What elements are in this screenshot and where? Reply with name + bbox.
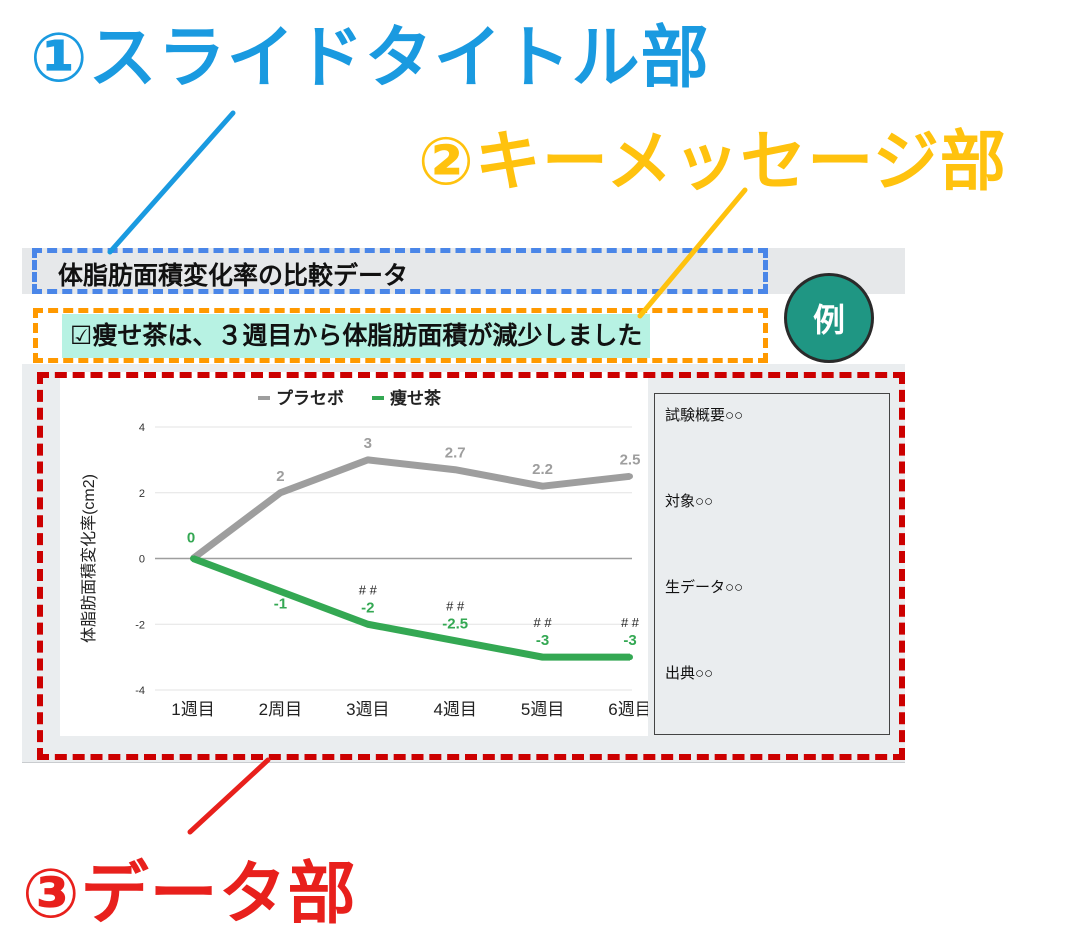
slide-title-bar (22, 248, 905, 294)
data-label: -2.5 (442, 616, 468, 633)
y-tick-label: 0 (139, 554, 145, 566)
data-point (452, 637, 459, 644)
data-point (190, 555, 196, 562)
data-point (277, 588, 284, 595)
data-point (539, 483, 546, 490)
data-label: 3 (364, 435, 372, 452)
significance-mark: # # (534, 615, 553, 630)
x-tick-label: 6週目 (608, 700, 648, 719)
data-point (539, 654, 546, 661)
data-label: 2.7 (445, 445, 466, 462)
data-point (364, 456, 371, 463)
y-tick-label: 4 (139, 422, 145, 434)
data-point (627, 473, 633, 480)
data-label: 0 (187, 530, 195, 547)
info-item-raw-data: 生データ○○ (665, 579, 744, 596)
line-chart: 4 2 0 -2 -4 体脂肪面積変化率(cm2) 1週目 2周目 3週目 4週目 5週目 6週目 プラ… (80, 388, 648, 719)
data-label: -3 (623, 632, 636, 649)
slide-title: 体脂肪面積変化率の比較データ (58, 262, 409, 290)
legend-label: プラセボ (276, 388, 344, 408)
data-label: 2 (276, 468, 284, 485)
info-item-subjects: 対象○○ (665, 493, 714, 510)
data-label: -2 (361, 599, 374, 616)
x-tick-label: 3週目 (346, 700, 389, 719)
example-badge: 例 (784, 273, 874, 363)
data-label: -3 (536, 632, 549, 649)
legend-label: 痩せ茶 (390, 388, 442, 408)
x-tick-label: 4週目 (433, 700, 476, 719)
callout-title-section: ①スライドタイトル部 (30, 19, 710, 98)
series-line (190, 456, 631, 562)
x-tick-label: 5週目 (521, 700, 564, 719)
leader-line-data (187, 757, 271, 835)
y-tick-label: -4 (135, 685, 145, 697)
data-point (627, 654, 633, 661)
info-item-source: 出典○○ (665, 665, 714, 682)
y-tick-label: 2 (139, 488, 145, 500)
callout-data-section: ③データ部 (22, 855, 357, 934)
data-point (364, 621, 371, 628)
y-axis-label: 体脂肪面積変化率(cm2) (80, 474, 98, 643)
data-point (277, 489, 284, 496)
x-tick-label: 2周目 (259, 700, 302, 719)
y-tick-label: -2 (135, 619, 145, 631)
chart-panel: 4 2 0 -2 -4 体脂肪面積変化率(cm2) 1週目 2周目 3週目 4週目 5週目 6週目 プラ… (60, 372, 648, 736)
data-label: 2.2 (532, 461, 553, 478)
key-message: ☑痩せ茶は、３週目から体脂肪面積が減少しました (62, 314, 651, 358)
leader-line-title (107, 110, 236, 255)
significance-mark: # # (446, 599, 465, 614)
info-item-overview: 試験概要○○ (665, 407, 744, 424)
info-box: 試験概要○○ 対象○○ 生データ○○ 出典○○ (654, 393, 890, 735)
slide: 体脂肪面積変化率の比較データ ☑痩せ茶は、３週目から体脂肪面積が減少しました 例… (22, 248, 905, 763)
data-point (452, 466, 459, 473)
significance-mark: # # (359, 582, 378, 597)
callout-key-message-section: ②キーメッセージ部 (418, 123, 1007, 200)
significance-mark: # # (621, 615, 640, 630)
series-line (191, 555, 630, 661)
data-label: -1 (274, 595, 287, 612)
data-label: 2.5 (620, 451, 641, 468)
x-tick-label: 1週目 (171, 700, 214, 719)
